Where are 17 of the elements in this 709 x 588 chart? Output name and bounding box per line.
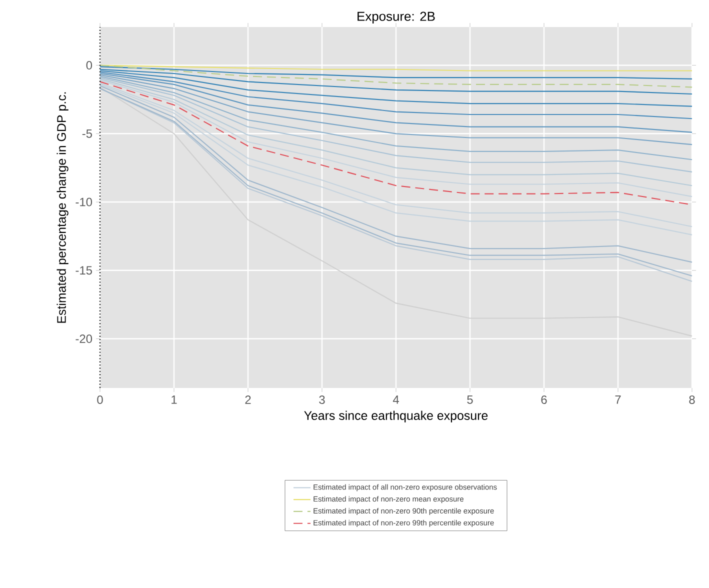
y-tick-label: 0 bbox=[86, 61, 92, 70]
y-tick-label: -20 bbox=[76, 334, 92, 343]
y-tick-label: -5 bbox=[82, 129, 92, 138]
x-tick-label: 4 bbox=[392, 396, 399, 404]
x-tick-label: 6 bbox=[541, 396, 547, 404]
x-tick-label: 5 bbox=[467, 396, 473, 404]
x-axis-title: Years since earthquake exposure bbox=[304, 410, 488, 422]
x-tick-label: 1 bbox=[172, 396, 177, 404]
x-tick-label: 8 bbox=[689, 396, 695, 404]
x-tick-label: 0 bbox=[97, 396, 103, 404]
chart-title: Exposure: 2B bbox=[358, 12, 435, 24]
x-tick-label: 2 bbox=[245, 396, 251, 404]
x-tick-label: 7 bbox=[615, 396, 621, 404]
y-axis-title: Estimated percentage change in GDP p.c. bbox=[56, 92, 68, 323]
y-tick-label: -10 bbox=[76, 198, 92, 206]
x-tick-label: 3 bbox=[319, 396, 325, 404]
y-tick-label: -15 bbox=[76, 266, 92, 275]
